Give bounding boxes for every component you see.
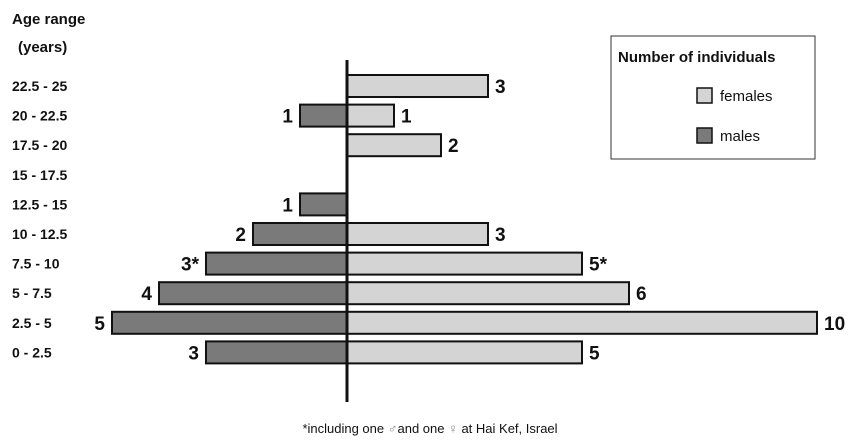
female-symbol-icon: ♀ (448, 421, 458, 436)
bar-males (299, 103, 348, 128)
value-label-females: 10 (824, 314, 845, 335)
value-label-males: 3* (181, 255, 200, 276)
bar-females (346, 103, 395, 128)
legend: Number of individuals females males (610, 35, 816, 160)
footnote-part-3: at Hai Kef, Israel (458, 421, 558, 436)
value-label-females: 6 (636, 284, 647, 305)
value-label-females: 1 (401, 107, 412, 128)
footnote-part-2: and one (397, 421, 448, 436)
bar-males (111, 310, 348, 335)
category-label: 2.5 - 5 (12, 315, 52, 331)
legend-box (610, 35, 816, 160)
y-axis-title-line1: Age range (12, 11, 85, 28)
category-label: 10 - 12.5 (12, 226, 67, 242)
value-label-females: 3 (495, 77, 506, 98)
bar-females (346, 74, 489, 98)
value-labels: 3 1 1 2 1 3 2 5* 3* 6 4 10 5 5 3 (94, 77, 845, 364)
legend-title: Number of individuals (618, 49, 776, 66)
value-label-males: 1 (282, 195, 293, 216)
bar-males (299, 192, 348, 217)
category-labels: 22.5 - 25 20 - 22.5 17.5 - 20 15 - 17.5 12.5… (12, 78, 67, 360)
value-label-males: 3 (188, 343, 199, 364)
legend-label-females: females (720, 88, 773, 105)
bar-females (346, 251, 583, 276)
value-label-females: 5* (589, 255, 608, 276)
legend-swatch-males (696, 127, 713, 144)
category-label: 12.5 - 15 (12, 196, 67, 212)
bar-males (252, 222, 348, 246)
legend-label-males: males (720, 128, 760, 145)
footnote-part-1: *including one (302, 421, 387, 436)
value-label-males: 4 (141, 284, 152, 305)
bar-males (205, 251, 348, 276)
category-label: 7.5 - 10 (12, 256, 60, 272)
bar-females (346, 133, 442, 158)
category-label: 17.5 - 20 (12, 137, 67, 153)
category-label: 0 - 2.5 (12, 344, 52, 360)
y-axis-title-line2: (years) (18, 39, 67, 56)
value-label-females: 3 (495, 225, 506, 246)
value-label-females: 2 (448, 136, 459, 157)
bar-females (346, 222, 489, 246)
bar-males (158, 281, 348, 306)
category-label: 15 - 17.5 (12, 167, 67, 183)
bar-females (346, 281, 630, 306)
value-label-males: 2 (235, 225, 246, 246)
category-label: 5 - 7.5 (12, 285, 52, 301)
bar-males (205, 340, 348, 365)
bar-females (346, 340, 583, 365)
value-label-males: 1 (282, 107, 293, 128)
male-symbol-icon: ♂ (388, 421, 398, 436)
value-label-males: 5 (94, 314, 105, 335)
footnote: *including one ♂and one ♀ at Hai Kef, Is… (302, 421, 557, 436)
value-label-females: 5 (589, 343, 600, 364)
category-label: 20 - 22.5 (12, 108, 67, 124)
category-label: 22.5 - 25 (12, 78, 67, 94)
bar-females (346, 310, 818, 335)
legend-swatch-females (696, 87, 713, 104)
